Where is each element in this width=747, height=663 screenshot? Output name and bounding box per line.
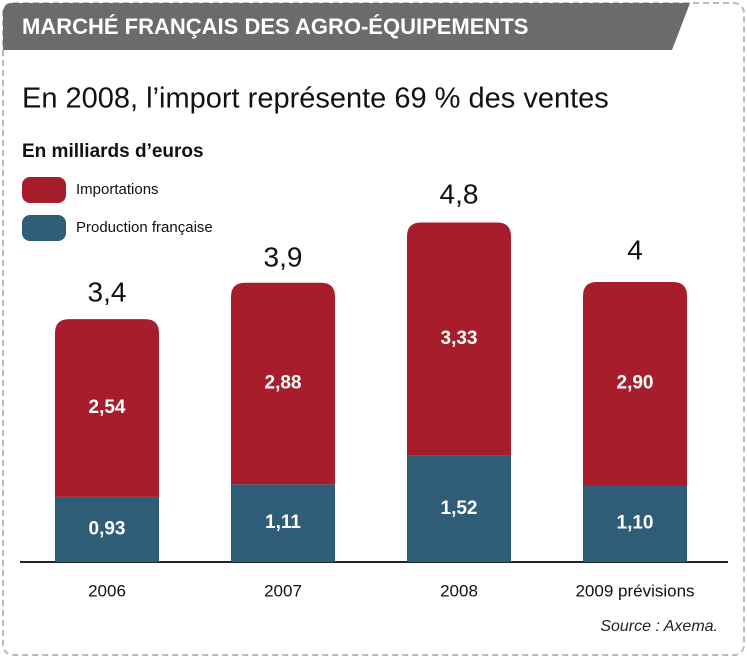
value-label: 2,54 (89, 397, 126, 418)
value-label: 1,10 (617, 513, 654, 534)
value-label: 2,90 (617, 373, 654, 394)
bar-segment (407, 455, 511, 562)
chart-title: En 2008, l’import représente 69 % des ve… (22, 83, 609, 115)
x-tick-label: 2007 (264, 581, 302, 600)
x-tick-label: 2006 (88, 581, 126, 600)
total-label: 4,8 (440, 178, 479, 209)
value-label: 1,11 (265, 512, 301, 533)
source: Source : Axema. (600, 618, 718, 635)
value-label: 1,52 (441, 498, 478, 519)
total-label: 3,9 (264, 241, 303, 272)
bar-segment (407, 222, 511, 456)
bar-segment (583, 485, 687, 562)
bar-segment (583, 282, 687, 485)
legend-label: Production française (76, 219, 213, 236)
header: MARCHÉ FRANÇAIS DES AGRO-ÉQUIPEMENTS (22, 14, 528, 39)
chart-subtitle: En milliards d’euros (22, 141, 204, 162)
total-label: 4 (627, 234, 643, 265)
legend-label: Importations (76, 181, 159, 198)
bar-segment (55, 496, 159, 562)
bar-segment (231, 282, 335, 485)
total-label: 3,4 (88, 276, 127, 307)
bar-segment (55, 319, 159, 497)
legend-swatch (22, 177, 66, 203)
header-band (3, 3, 690, 50)
value-label: 3,33 (441, 328, 478, 349)
value-label: 2,88 (265, 373, 302, 394)
x-tick-label: 2009 prévisions (575, 581, 694, 600)
legend-swatch (22, 215, 66, 241)
bar-segment (231, 484, 335, 562)
x-tick-label: 2008 (440, 581, 478, 600)
value-label: 0,93 (89, 518, 126, 539)
